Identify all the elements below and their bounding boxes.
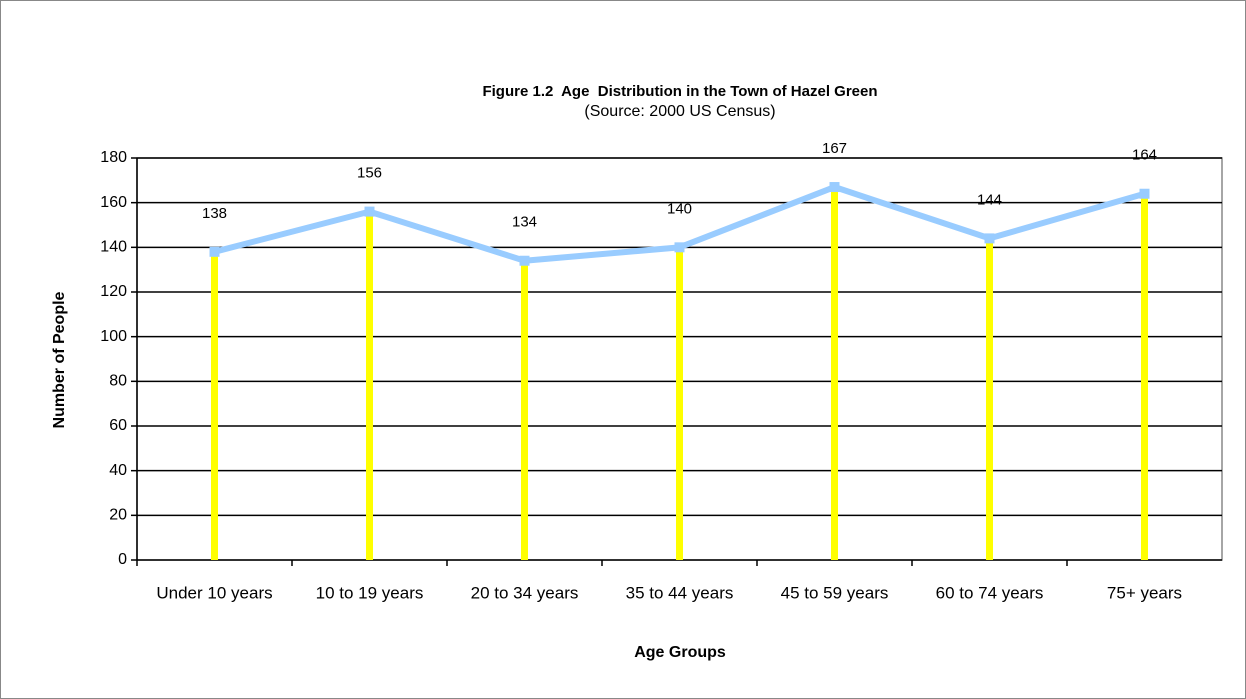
y-tick-label: 120 (100, 283, 127, 300)
point-marker (984, 233, 995, 244)
data-label: 140 (667, 200, 692, 217)
y-tick-label: 20 (109, 507, 127, 524)
data-label: 156 (357, 165, 382, 182)
data-label: 138 (202, 205, 227, 222)
y-axis-title: Number of People (51, 291, 68, 428)
point-marker (519, 255, 530, 266)
chart-subtitle: (Source: 2000 US Census) (584, 103, 775, 120)
y-tick-label: 60 (109, 417, 127, 434)
point-marker (1139, 188, 1150, 199)
x-tick-label: 20 to 34 years (471, 583, 579, 602)
point-marker (829, 182, 840, 193)
data-label: 164 (1132, 147, 1157, 164)
x-tick-label: 35 to 44 years (626, 583, 734, 602)
x-tick-label: Under 10 years (156, 583, 272, 602)
x-tick-label: 45 to 59 years (781, 583, 889, 602)
y-tick-label: 80 (109, 373, 127, 390)
y-tick-label: 100 (100, 328, 127, 345)
point-marker (674, 242, 685, 253)
y-tick-label: 160 (100, 194, 127, 211)
x-tick-label: 75+ years (1107, 583, 1182, 602)
data-label: 134 (512, 214, 537, 231)
y-tick-label: 180 (100, 149, 127, 166)
x-tick-label: 60 to 74 years (936, 583, 1044, 602)
y-tick-label: 40 (109, 462, 127, 479)
chart-title: Figure 1.2 Age Distribution in the Town … (482, 83, 877, 100)
data-label: 167 (822, 140, 847, 157)
y-tick-label: 140 (100, 239, 127, 256)
data-label: 144 (977, 191, 1002, 208)
x-tick-label: 10 to 19 years (316, 583, 424, 602)
point-marker (364, 206, 375, 217)
x-axis-title: Age Groups (634, 644, 726, 661)
point-marker (209, 246, 220, 257)
y-tick-label: 0 (118, 551, 127, 568)
